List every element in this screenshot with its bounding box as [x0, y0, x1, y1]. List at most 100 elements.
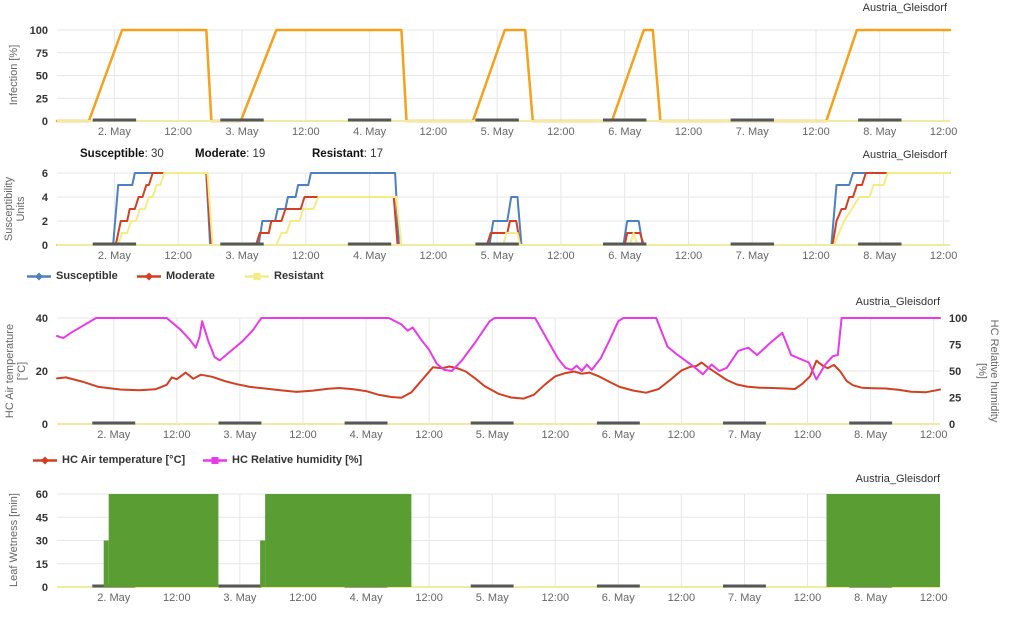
annotation-value: : 19 [246, 148, 266, 160]
x-tick-label: 12:00 [292, 250, 320, 262]
y-tick-label: 75 [949, 340, 961, 352]
annotation-label: Resistant [312, 148, 364, 160]
station-label: Austria_Gleisdorf [855, 296, 940, 308]
x-tick-label: 8. May [854, 429, 888, 441]
annotation-value: : 17 [363, 148, 383, 160]
x-tick-label: 12:00 [794, 592, 822, 604]
y-axis-title-leaf-wetness: Leaf Wetness [min] [8, 493, 20, 587]
x-tick-label: 12:00 [164, 250, 192, 262]
x-tick-label: 12:00 [675, 126, 703, 138]
y-tick-label: 40 [36, 313, 48, 325]
legend-label: HC Air temperature [°C] [62, 454, 186, 466]
x-tick-label: 5. May [476, 429, 510, 441]
y-tick-label: 60 [36, 489, 48, 501]
series-hc-air-temperature-c [56, 359, 941, 400]
x-tick-label: 7. May [736, 126, 770, 138]
legend-label: Moderate [166, 270, 215, 282]
x-tick-label: 3. May [225, 126, 259, 138]
x-tick-label: 2. May [98, 126, 132, 138]
x-tick-label: 5. May [481, 126, 515, 138]
x-tick-label: 12:00 [675, 250, 703, 262]
y-axis-title-text: Infection [%] [8, 44, 20, 106]
y-axis-title-relative-humidity: HC Relative humidity [%] [976, 320, 1000, 423]
x-tick-label: 8. May [854, 592, 888, 604]
y-axis-title-text: HC Air temperature [4, 323, 16, 419]
x-tick-label: 12:00 [164, 126, 192, 138]
y-tick-label: 2 [42, 216, 48, 228]
station-label: Austria_Gleisdorf [862, 149, 947, 161]
gridlines [57, 172, 950, 245]
x-tick-label: 3. May [225, 250, 259, 262]
legend-marker-diamond-icon [27, 272, 51, 280]
x-tick-label: 12:00 [415, 429, 443, 441]
y-tick-label: 0 [42, 582, 48, 594]
station-label: Austria_Gleisdorf [855, 473, 940, 485]
x-tick-label: 7. May [736, 250, 770, 262]
susceptibility-chart-plot: 2. May 12:00 3. May 12:00 4. May 12:00 5. May 1… [42, 168, 958, 262]
annotation-label: Susceptible [80, 148, 145, 160]
x-tick-label: 4. May [353, 250, 387, 262]
x-tick-label: 12:00 [415, 592, 443, 604]
leaf-wetness-bar [826, 494, 940, 587]
x-tick-label: 2. May [98, 250, 132, 262]
leaf-wetness-bar [260, 540, 266, 587]
x-tick-label: 5. May [481, 250, 515, 262]
x-tick-label: 12:00 [163, 429, 191, 441]
y-tick-label: 6 [42, 168, 48, 180]
y-axis-title-text: Leaf Wetness [min] [8, 493, 20, 587]
leaf-wetness-bar [103, 540, 109, 587]
x-tick-label: 5. May [476, 592, 510, 604]
y-tick-label: 0 [42, 419, 48, 431]
x-tick-label: 4. May [353, 126, 387, 138]
legend-item-air-temperature[interactable]: HC Air temperature [°C] [33, 454, 185, 466]
annotation-label: Moderate [195, 148, 247, 160]
x-tick-label: 12:00 [289, 592, 317, 604]
y-tick-label: 15 [36, 559, 48, 571]
legend-marker-square-icon [203, 456, 227, 464]
y-tick-label: 30 [36, 536, 48, 548]
x-tick-label: 6. May [602, 429, 636, 441]
y-axis-title-text: Susceptibility [3, 176, 15, 242]
legend-item-relative-humidity[interactable]: HC Relative humidity [%] [203, 454, 362, 466]
x-tick-label: 7. May [728, 429, 762, 441]
x-tick-label: 8. May [863, 250, 897, 262]
legend-marker-square-icon [245, 272, 269, 280]
y-tick-label: 25 [949, 393, 961, 405]
x-tick-label: 12:00 [802, 250, 830, 262]
y-tick-label: 20 [36, 366, 48, 378]
y-axis-title-infection: Infection [%] [8, 45, 20, 106]
x-tick-label: 12:00 [794, 429, 822, 441]
leaf-wetness-bar [265, 494, 412, 587]
x-tick-label: 6. May [608, 250, 642, 262]
legend-label: Susceptible [56, 270, 118, 282]
x-tick-label: 12:00 [920, 592, 948, 604]
annotation-resistant: Resistant: 17 [312, 148, 383, 160]
legend-marker-diamond-icon [137, 272, 161, 280]
y-tick-label: 50 [36, 71, 48, 83]
series-resistant [56, 172, 951, 246]
annotation-moderate: Moderate: 19 [195, 148, 265, 160]
x-tick-label: 7. May [728, 592, 762, 604]
leaf-wetness-chart-plot: 2. May 12:00 3. May 12:00 4. May 12:00 5. May 1… [36, 489, 948, 604]
x-tick-label: 12:00 [930, 250, 958, 262]
legend-item-susceptible[interactable]: Susceptible [27, 270, 118, 282]
x-tick-label: 3. May [223, 429, 257, 441]
legend-item-moderate[interactable]: Moderate [137, 270, 215, 282]
y-tick-label: 25 [36, 93, 48, 105]
x-tick-label: 8. May [863, 126, 897, 138]
series-hc-relative-humidity [56, 317, 941, 381]
legend-item-resistant[interactable]: Resistant [245, 270, 324, 282]
x-tick-label: 2. May [97, 592, 131, 604]
x-tick-label: 4. May [350, 429, 384, 441]
legend-label: Resistant [274, 270, 324, 282]
x-tick-label: 12:00 [420, 250, 448, 262]
y-tick-label: 45 [36, 512, 48, 524]
y-tick-label: 50 [949, 366, 961, 378]
x-tick-label: 6. May [602, 592, 636, 604]
x-tick-label: 12:00 [802, 126, 830, 138]
x-tick-label: 12:00 [930, 126, 958, 138]
y-tick-label: 0 [42, 240, 48, 252]
gridlines [57, 29, 950, 121]
annotation-susceptible: Susceptible: 30 [80, 148, 164, 160]
